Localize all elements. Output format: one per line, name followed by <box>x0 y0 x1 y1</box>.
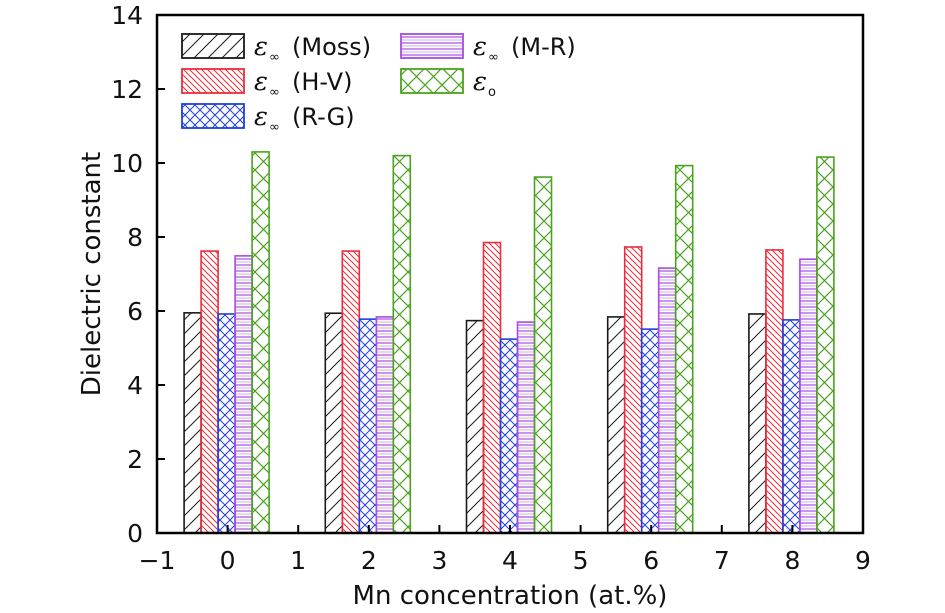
bar-1-x0 <box>200 250 219 534</box>
bar-0-x8 <box>748 313 767 534</box>
y-tick-label: 2 <box>127 445 143 474</box>
bar-2-x2 <box>358 318 378 534</box>
y-tick-label: 0 <box>127 519 143 548</box>
legend-swatch <box>181 33 245 59</box>
bar-4-x6 <box>674 164 694 534</box>
y-tick-label: 10 <box>111 149 143 178</box>
bar-1-x6 <box>623 246 643 534</box>
legend-label: (M-R) <box>511 33 576 61</box>
x-axis-title: Mn concentration (at.%) <box>353 581 668 611</box>
bar-0-x2 <box>324 312 344 534</box>
legend-symbol: ε <box>473 32 487 62</box>
bar-4-x8 <box>816 156 835 534</box>
legend-subscript: ∞ <box>269 85 280 100</box>
legend-symbol: ε <box>254 102 268 132</box>
legend-symbol: ε <box>473 67 487 97</box>
legend-swatch <box>181 68 245 94</box>
bar-2-x8 <box>782 319 801 534</box>
bar-2-x6 <box>640 328 660 534</box>
legend-symbol: ε <box>254 32 268 62</box>
legend-item: ε ∞ (M-R) <box>400 32 576 65</box>
legend-swatch <box>181 103 245 129</box>
bar-0-x6 <box>606 316 626 534</box>
legend-item: ε ∞ (H-V) <box>181 67 352 100</box>
bar-3-x2 <box>375 316 395 534</box>
legend-subscript: ∞ <box>269 120 280 135</box>
legend-swatch <box>400 33 464 59</box>
x-tick-label: 9 <box>855 546 871 575</box>
bar-3-x4 <box>516 321 536 534</box>
legend-item: ε ∞ (Moss) <box>181 32 371 65</box>
legend-subscript: ∞ <box>269 50 280 65</box>
x-tick-label: 4 <box>502 546 518 575</box>
legend: ε ∞ (Moss)ε ∞ (H-V)ε ∞ (R-G)ε ∞ (M-R)ε o <box>181 32 576 135</box>
bar-3-x6 <box>657 267 677 534</box>
bar-1-x4 <box>482 241 502 534</box>
bar-2-x0 <box>217 313 236 534</box>
legend-item: ε ∞ (R-G) <box>181 102 355 135</box>
bar-2-x4 <box>499 338 519 534</box>
bar-0-x4 <box>465 319 485 534</box>
x-tick-label: −1 <box>139 546 176 575</box>
bar-3-x8 <box>799 258 818 534</box>
x-tick-label: 8 <box>784 546 800 575</box>
x-tick-label: 1 <box>290 546 306 575</box>
y-tick-label: 8 <box>127 223 143 252</box>
x-tick-label: 5 <box>573 546 589 575</box>
x-tick-label: 2 <box>361 546 377 575</box>
legend-swatch <box>400 68 464 94</box>
bars-group <box>183 151 835 534</box>
legend-label: (Moss) <box>292 33 371 61</box>
y-tick-label: 6 <box>127 297 143 326</box>
bar-0-x0 <box>183 312 202 534</box>
y-tick-label: 14 <box>111 1 143 30</box>
y-axis-title: Dielectric constant <box>77 152 107 396</box>
x-axis-ticks: −1 0 1 2 3 4 5 6 7 8 9 <box>139 525 871 575</box>
bar-4-x2 <box>392 154 412 534</box>
bar-1-x2 <box>341 250 361 534</box>
bar-4-x4 <box>533 176 553 534</box>
x-tick-label: 6 <box>643 546 659 575</box>
x-tick-label: 3 <box>431 546 447 575</box>
y-axis-ticks: 0 2 4 6 8 10 12 14 <box>111 1 165 548</box>
y-tick-label: 12 <box>111 75 143 104</box>
legend-label: (H-V) <box>292 68 352 96</box>
bar-1-x8 <box>765 249 784 534</box>
legend-symbol: ε <box>254 67 268 97</box>
x-tick-label: 7 <box>714 546 730 575</box>
x-tick-label: 0 <box>220 546 236 575</box>
bar-3-x0 <box>234 255 253 534</box>
legend-subscript: o <box>488 85 496 100</box>
y-tick-label: 4 <box>127 371 143 400</box>
legend-subscript: ∞ <box>488 50 499 65</box>
bar-4-x0 <box>251 151 270 534</box>
legend-label: (R-G) <box>292 103 355 131</box>
